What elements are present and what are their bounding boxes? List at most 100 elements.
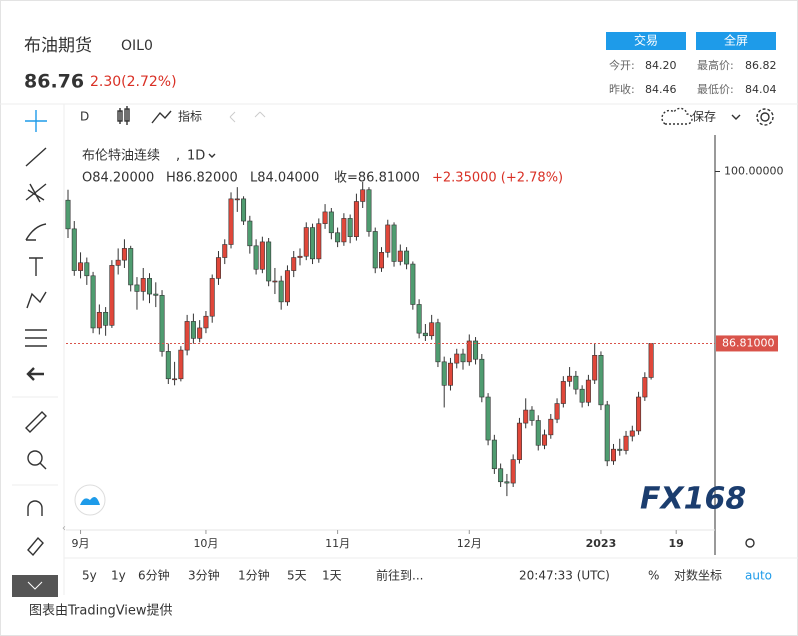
dropdown[interactable]: [208, 153, 216, 158]
candle-body: [523, 409, 529, 424]
candle-body: [147, 278, 153, 295]
candle-body: [598, 355, 604, 406]
stat-value: 86.82: [745, 59, 777, 72]
candle-body: [422, 332, 428, 337]
indicator-icon[interactable]: [151, 110, 172, 124]
candle-body: [485, 396, 491, 441]
percent-toggle[interactable]: %: [648, 569, 659, 583]
interval-button[interactable]: D: [80, 110, 89, 124]
range-button[interactable]: 6分钟: [138, 568, 170, 583]
x-tick-label: 10月: [193, 537, 218, 550]
candle-icon[interactable]: [117, 106, 130, 125]
candle-body: [253, 245, 259, 270]
chart-interval: 1D: [187, 149, 205, 164]
candle-body: [347, 218, 353, 237]
candle-body: [385, 224, 391, 253]
fullscreen-button[interactable]: [696, 32, 776, 50]
candle-body: [78, 262, 84, 271]
candle-body: [592, 355, 598, 381]
candle-body: [84, 262, 90, 277]
candle-body: [648, 343, 654, 378]
goto-button[interactable]: 前往到...: [376, 568, 423, 583]
auto-toggle[interactable]: auto: [745, 569, 772, 583]
range-group: 5y 1y 6分钟 3分钟 1分钟 5天 1天: [82, 568, 342, 583]
range-button[interactable]: 3分钟: [188, 568, 220, 583]
candle-body: [529, 409, 535, 421]
stat-value: 84.20: [645, 59, 677, 72]
range-button[interactable]: 1天: [322, 569, 342, 583]
logo-icon: [80, 496, 100, 505]
candle-body: [441, 361, 447, 386]
change: 2.30(2.72%): [90, 74, 177, 90]
candle-body: [610, 448, 616, 462]
ohlc-close: 收=86.81000: [334, 171, 420, 186]
candle-body: [134, 284, 140, 292]
undo-redo[interactable]: [229, 111, 266, 123]
candle-body: [90, 275, 96, 329]
ohlc-change: +2.35000 (+2.78%): [432, 171, 563, 186]
dropdown[interactable]: [731, 114, 741, 120]
scroll-handle[interactable]: ‹: [62, 523, 66, 534]
candle-body: [535, 420, 541, 446]
trade-button[interactable]: [606, 32, 686, 50]
indicators-button[interactable]: 指标: [178, 109, 202, 124]
save-button[interactable]: 保存: [692, 110, 716, 124]
range-button[interactable]: 1分钟: [238, 568, 270, 583]
candle-body: [128, 248, 134, 286]
range-button[interactable]: 5y: [82, 569, 97, 583]
candle-body: [378, 252, 384, 269]
log-toggle[interactable]: 对数坐标: [674, 568, 722, 583]
candle-body: [172, 378, 178, 381]
candle-body: [215, 257, 221, 279]
left-toolbar[interactable]: [25, 110, 47, 557]
last-price-label: 86.81000: [722, 336, 775, 349]
candle-body: [623, 435, 629, 451]
fullscreen-label[interactable]: 全屏: [724, 33, 748, 48]
settings-icon[interactable]: [760, 112, 770, 122]
candle-body: [466, 340, 472, 363]
candle-body: [184, 321, 190, 351]
range-button[interactable]: 1y: [111, 569, 126, 583]
candle-body: [228, 198, 234, 245]
candle-body: [247, 220, 253, 247]
range-button[interactable]: 5天: [287, 569, 307, 583]
candle-body: [642, 377, 648, 398]
candle-body: [491, 439, 497, 470]
candle-body: [429, 322, 435, 337]
candle-body: [96, 311, 102, 329]
candle-body: [516, 422, 522, 460]
candle-body: [103, 311, 109, 326]
candle-body: [397, 250, 403, 262]
settings-gear[interactable]: [756, 108, 774, 126]
candle-body: [303, 227, 309, 257]
axis-settings[interactable]: [745, 538, 755, 548]
watermark: FX168: [640, 482, 746, 517]
last-price-tag: [716, 335, 778, 352]
x-tick-label: 9月: [72, 537, 90, 550]
x-tick-label: 11月: [325, 537, 350, 550]
candle-body: [222, 244, 228, 258]
x-tick-label: 19: [669, 537, 684, 550]
collapse-arrow: [27, 581, 43, 590]
ohlc-open: O84.20000: [82, 171, 154, 186]
candle-body: [71, 228, 77, 271]
candle-body: [435, 322, 441, 363]
candle-body: [335, 232, 341, 243]
candle-body: [209, 278, 215, 317]
trade-label[interactable]: 交易: [634, 33, 658, 48]
candle-body: [353, 201, 359, 237]
candle-body: [266, 241, 272, 282]
cloud-icon[interactable]: [661, 107, 693, 125]
candle-body: [297, 255, 303, 258]
candle-body: [197, 327, 203, 339]
comma: ,: [176, 149, 180, 164]
collapse-button[interactable]: [12, 575, 58, 597]
candle-body: [604, 404, 610, 462]
candle-body: [460, 353, 466, 363]
ohlc-high: H86.82000: [166, 171, 238, 186]
candle-body: [234, 198, 240, 201]
candle-body: [629, 430, 635, 437]
candle-body: [548, 418, 554, 436]
candle-body: [121, 248, 127, 261]
